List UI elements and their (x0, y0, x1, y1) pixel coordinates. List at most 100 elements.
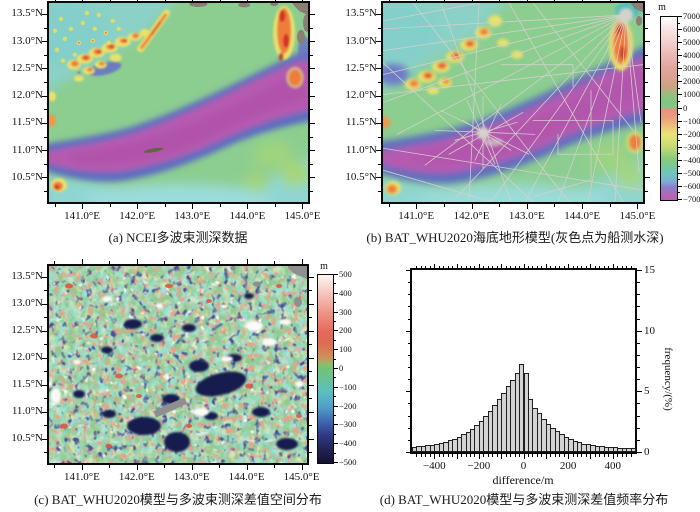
colorbar-b-minor-tick (678, 100, 680, 102)
map-lat-tick (309, 371, 312, 373)
panel-b-colorbar-unit: m (658, 2, 666, 13)
colorbar-b-tick-label: 4000 (683, 50, 700, 61)
panel-a-bathymetry-art (49, 3, 308, 202)
hist-x-tick (492, 265, 494, 268)
map-lat-tick (309, 398, 312, 400)
colorbar-c-minor-tick (334, 433, 336, 435)
colorbar-c-minor-tick (334, 396, 336, 398)
hist-x-tick (626, 454, 628, 457)
map-lat-tick-label: 11.0°N (11, 143, 43, 156)
map-lat-tick (310, 109, 313, 111)
map-lon-tick (274, 204, 276, 207)
hist-x-tick (541, 265, 543, 268)
map-lat-tick (378, 109, 381, 111)
colorbar-c-tick-label: −300 (339, 419, 357, 430)
hist-x-tick (447, 265, 449, 268)
map-lat-tick (645, 177, 650, 179)
panel-c-difference-map (47, 264, 309, 465)
hist-y-tick (407, 379, 410, 381)
colorbar-c-tick-label: −500 (339, 457, 357, 467)
map-lat-tick (645, 122, 650, 124)
hist-x-tick (603, 454, 605, 457)
hist-y-tick (637, 330, 642, 332)
hist-x-tick (496, 454, 498, 457)
map-lon-tick (554, 204, 556, 207)
hist-y-tick (637, 379, 640, 381)
hist-x-tick (505, 454, 507, 457)
colorbar-b-tick (678, 42, 682, 44)
map-lon-tick (247, 0, 249, 1)
map-lat-tick-label: 10.5°N (345, 170, 377, 183)
hist-y-tick (637, 306, 640, 308)
map-lat-tick (44, 452, 47, 454)
colorbar-b-tick-label: −3000 (683, 141, 700, 152)
hist-x-tick (438, 265, 440, 268)
hist-x-tick (429, 454, 431, 457)
hist-y-tick (637, 415, 640, 417)
map-lat-tick (42, 411, 47, 413)
hist-x-tick (527, 454, 529, 457)
hist-x-tick (572, 265, 574, 268)
hist-y-tick (405, 270, 410, 271)
map-lon-tick (54, 0, 56, 1)
hist-x-tick (577, 265, 579, 268)
hist-x-tick (617, 454, 619, 457)
hist-x-tick (443, 454, 445, 457)
hist-y-tick (637, 427, 640, 429)
map-lat-tick (645, 54, 648, 56)
map-lat-tick (309, 330, 314, 332)
map-lon-tick (416, 0, 418, 1)
map-lat-tick-label: 12.0°N (11, 89, 43, 102)
hist-x-tick (416, 265, 418, 268)
colorbar-b-tick (678, 68, 682, 70)
colorbar-c-minor-tick (334, 339, 336, 341)
hist-x-tick (523, 263, 525, 268)
colorbar-c-minor-tick (334, 283, 336, 285)
map-lon-tick (471, 204, 473, 209)
map-lon-tick (192, 204, 194, 209)
map-lon-tick-label: 144.0°E (564, 210, 601, 222)
map-lon-tick (609, 0, 611, 1)
map-lat-tick-label: 13.0°N (11, 34, 43, 47)
map-lat-tick (309, 411, 314, 413)
hist-x-tick (514, 454, 516, 457)
map-lat-tick (309, 452, 312, 454)
hist-y-tick-label: 0 (644, 446, 650, 458)
hist-y-tick (405, 330, 410, 332)
hist-x-tick (630, 265, 632, 268)
colorbar-b-tick (678, 133, 682, 135)
hist-x-tick (559, 454, 561, 457)
hist-x-tick (523, 454, 525, 459)
hist-x-tick (581, 265, 583, 268)
panel-b-caption: (b) BAT_WHU2020海底地形模型(灰色点为船测水深) (366, 230, 664, 245)
map-lat-tick (645, 95, 650, 97)
colorbar-b-minor-tick (678, 192, 680, 194)
hist-y-tick (407, 403, 410, 405)
map-lon-tick (274, 261, 276, 264)
colorbar-b-tick-label: 7000 (683, 11, 700, 21)
map-lon-tick-label: 145.0°E (284, 210, 321, 222)
map-lat-tick-label: 11.0°N (345, 143, 377, 156)
map-lat-tick (44, 109, 47, 111)
hist-y-tick (405, 391, 410, 393)
hist-y-tick (637, 439, 640, 441)
map-lon-tick (219, 204, 221, 207)
map-lat-tick-label: 10.5°N (11, 432, 43, 445)
map-lat-tick (645, 82, 648, 84)
hist-x-tick (510, 265, 512, 268)
hist-x-tick (434, 454, 436, 459)
map-lat-tick (376, 177, 381, 179)
map-lon-tick (82, 0, 84, 1)
hist-x-tick (420, 265, 422, 268)
map-lat-tick (309, 344, 312, 346)
hist-y-tick-label: 10 (644, 324, 655, 337)
hist-x-tick (469, 265, 471, 268)
hist-x-tick (420, 454, 422, 457)
colorbar-b-tick-label: −2000 (683, 128, 700, 139)
colorbar-b-tick (678, 16, 682, 17)
hist-x-tick (532, 454, 534, 457)
panel-d-histogram (410, 268, 637, 454)
hist-x-tick (478, 454, 480, 459)
hist-y-tick (637, 367, 640, 369)
hist-x-tick (456, 263, 458, 268)
